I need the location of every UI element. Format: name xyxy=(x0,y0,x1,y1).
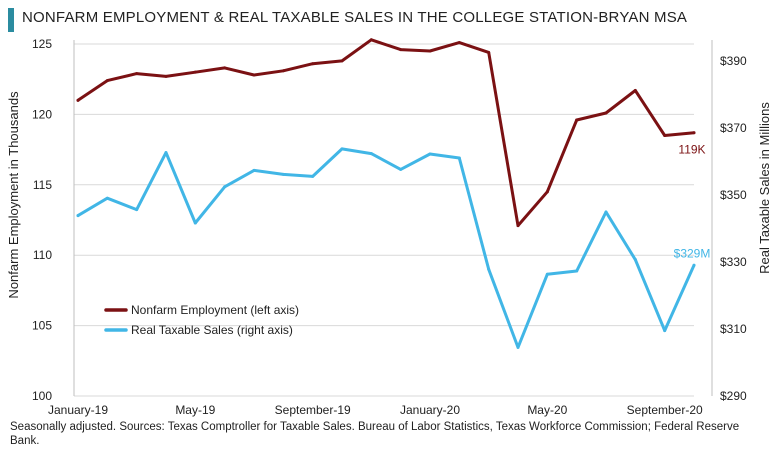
data-point xyxy=(105,79,109,83)
data-point xyxy=(633,88,637,92)
end-label-employment: 119K xyxy=(678,143,705,157)
left-tick-label: 105 xyxy=(32,319,52,333)
data-point xyxy=(252,168,256,172)
right-tick-label: $370 xyxy=(720,121,747,135)
data-point xyxy=(76,214,80,218)
data-point xyxy=(692,131,696,135)
x-tick-label: May-20 xyxy=(527,403,567,417)
left-tick-label: 115 xyxy=(33,178,52,192)
data-point xyxy=(252,73,256,77)
data-point xyxy=(428,49,432,53)
data-point xyxy=(76,98,80,102)
data-point xyxy=(487,267,491,271)
source-note: Seasonally adjusted. Sources: Texas Comp… xyxy=(10,421,740,447)
series-line-sales xyxy=(76,147,696,349)
data-point xyxy=(164,74,168,78)
data-point xyxy=(135,72,139,76)
data-point xyxy=(604,210,608,214)
right-axis-title: Real Taxable Sales in Millions xyxy=(757,102,772,274)
data-point xyxy=(663,134,667,138)
data-point xyxy=(399,167,403,171)
data-point xyxy=(223,66,227,70)
data-point xyxy=(604,111,608,115)
chart-title: NONFARM EMPLOYMENT & REAL TAXABLE SALES … xyxy=(22,9,688,26)
data-point xyxy=(457,41,461,45)
data-point xyxy=(692,263,696,267)
right-tick-label: $330 xyxy=(720,255,747,269)
data-point xyxy=(575,118,579,122)
data-point xyxy=(281,69,285,73)
data-point xyxy=(633,258,637,262)
data-point xyxy=(369,38,373,42)
x-tick-label: January-19 xyxy=(48,403,108,417)
data-point xyxy=(105,196,109,200)
data-point xyxy=(399,48,403,52)
data-point xyxy=(311,174,315,178)
data-point xyxy=(369,152,373,156)
data-point xyxy=(193,221,197,225)
data-point xyxy=(135,208,139,212)
data-point xyxy=(340,147,344,151)
data-point xyxy=(281,172,285,176)
left-axis-title: Nonfarm Employment in Thousands xyxy=(6,91,21,299)
data-point xyxy=(516,345,520,349)
data-point xyxy=(545,272,549,276)
data-point xyxy=(164,151,168,155)
line-chart: 100 105 110 115 120 125 $290 $310 $330 $350 $370 $3… xyxy=(6,37,772,417)
right-tick-label: $350 xyxy=(720,188,747,202)
data-point xyxy=(575,269,579,273)
data-point xyxy=(663,329,667,333)
right-tick-label: $390 xyxy=(720,54,747,68)
left-tick-label: 125 xyxy=(32,37,52,51)
data-point xyxy=(487,50,491,54)
data-point xyxy=(457,156,461,160)
legend-label: Real Taxable Sales (right axis) xyxy=(131,323,293,337)
right-tick-label: $310 xyxy=(720,322,747,336)
x-tick-label: September-20 xyxy=(627,403,703,417)
legend-label: Nonfarm Employment (left axis) xyxy=(131,303,299,317)
data-point xyxy=(545,190,549,194)
data-point xyxy=(516,224,520,228)
data-point xyxy=(223,185,227,189)
title-accent-bar xyxy=(8,8,14,32)
right-tick-label: $290 xyxy=(720,389,747,403)
left-tick-label: 100 xyxy=(32,389,52,403)
x-tick-label: May-19 xyxy=(175,403,215,417)
data-point xyxy=(340,59,344,63)
data-point xyxy=(193,70,197,74)
data-point xyxy=(428,152,432,156)
data-point xyxy=(311,62,315,66)
x-tick-label: September-19 xyxy=(275,403,351,417)
end-label-sales: $329M xyxy=(674,246,711,260)
left-tick-label: 110 xyxy=(33,248,52,262)
left-tick-label: 120 xyxy=(32,107,52,121)
x-tick-label: January-20 xyxy=(400,403,460,417)
series-line-employment xyxy=(76,38,696,228)
